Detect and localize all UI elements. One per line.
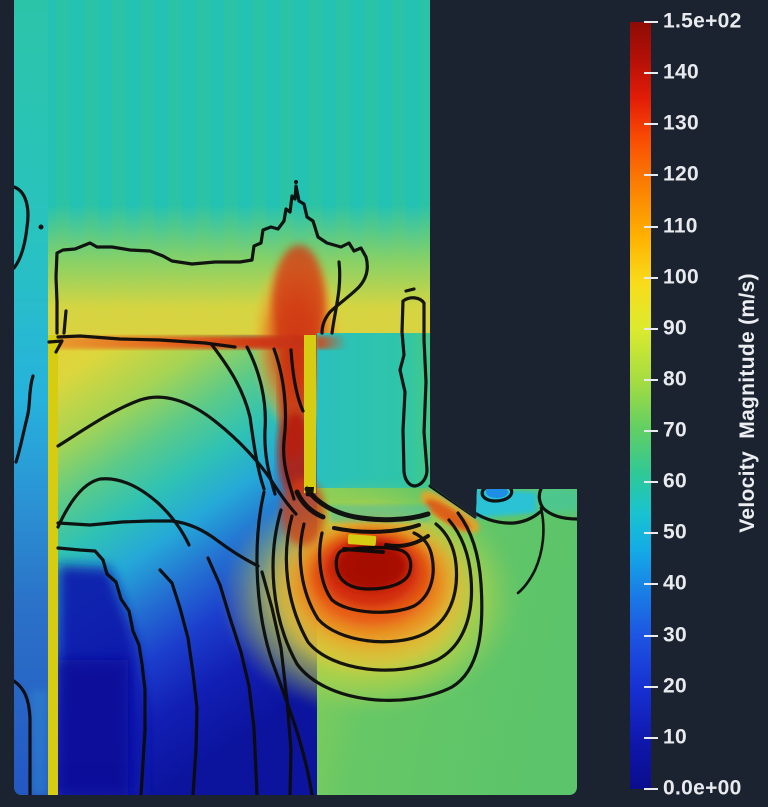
seat-boundary-highlight <box>347 534 377 546</box>
tick-mark <box>644 327 658 330</box>
tick-label: 120 <box>663 162 699 186</box>
tick-label: 110 <box>663 213 698 237</box>
tick-mark <box>644 685 658 688</box>
tick-label: 140 <box>663 60 699 84</box>
scalar-bar[interactable] <box>630 22 651 789</box>
tick-label: 40 <box>663 571 687 595</box>
tick-label: 10 <box>663 725 687 749</box>
tick-mark <box>644 123 658 126</box>
tick-label: 0.0e+00 <box>663 776 742 800</box>
tick-mark <box>644 634 658 637</box>
tick-mark <box>644 174 658 177</box>
tick-mark <box>644 21 658 23</box>
tick-label: 90 <box>663 316 687 340</box>
tick-mark <box>644 430 658 433</box>
tick-label: 100 <box>663 264 699 288</box>
tick-mark <box>644 788 658 790</box>
tick-mark <box>644 532 658 535</box>
tick-mark <box>644 72 658 75</box>
tick-label: 70 <box>663 418 687 442</box>
scalar-bar-title: Velocity Magnitude (m/s) <box>736 273 759 533</box>
tick-mark <box>644 378 658 381</box>
tick-label: 20 <box>663 673 687 697</box>
tick-mark <box>644 736 658 739</box>
plunger-boundary-highlight <box>48 335 316 795</box>
tick-label: 50 <box>663 520 687 544</box>
tick-label: 1.5e+02 <box>663 9 742 33</box>
tick-label: 60 <box>663 469 687 493</box>
tick-mark <box>644 583 658 586</box>
plunger-tip-mark <box>305 487 314 497</box>
tick-label: 80 <box>663 367 687 391</box>
tick-mark <box>644 276 658 279</box>
contour-lines <box>14 180 577 795</box>
tick-mark <box>644 225 658 228</box>
velocity-field <box>14 0 577 795</box>
tick-mark <box>644 481 658 484</box>
tick-label: 30 <box>663 622 687 646</box>
tick-label: 130 <box>663 111 699 135</box>
